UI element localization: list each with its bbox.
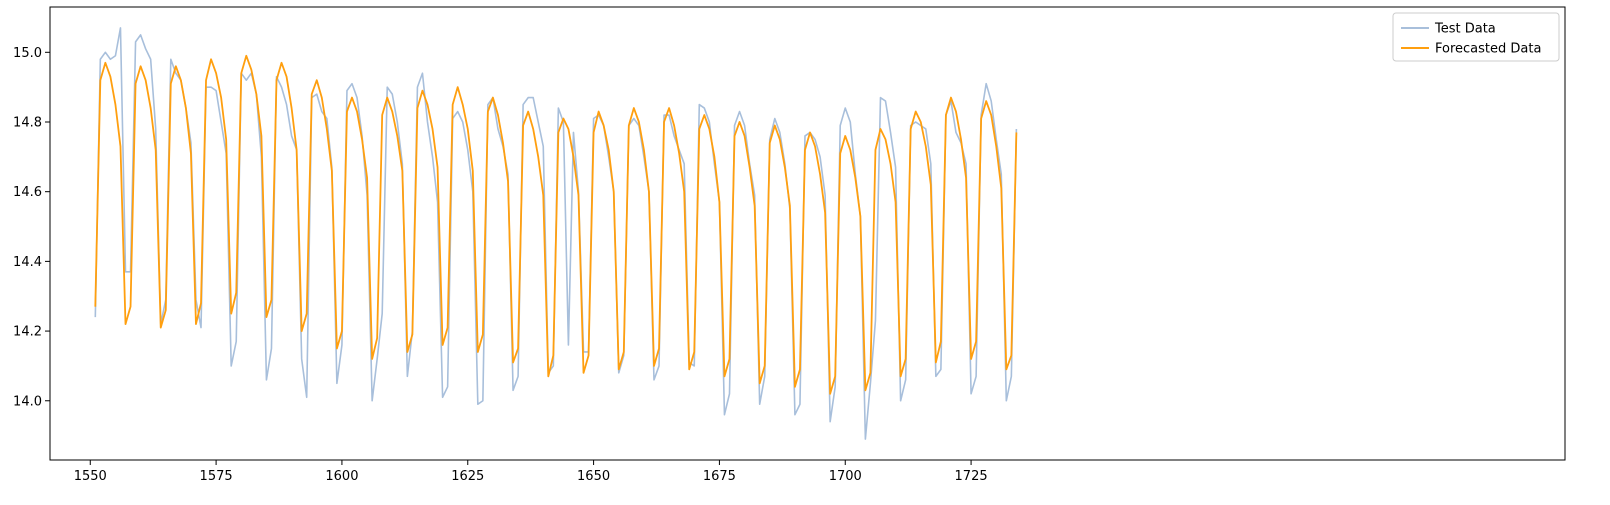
plot-frame	[49, 6, 1566, 461]
series-layer	[94, 27, 1018, 440]
x-tick-label: 1600	[325, 469, 358, 484]
series-line-forecasted-data	[94, 54, 1018, 395]
legend-label-forecasted-data: Forecasted Data	[1435, 42, 1541, 57]
x-tick-label: 1675	[703, 469, 736, 484]
x-tick-label: 1575	[200, 469, 233, 484]
x-tick-label: 1625	[451, 469, 484, 484]
x-tick-label: 1650	[577, 469, 610, 484]
y-tick-label: 14.0	[13, 394, 42, 409]
legend-label-test-data: Test Data	[1434, 22, 1496, 37]
x-tick-label: 1550	[74, 469, 107, 484]
y-axis-ticks: 14.0 14.2 14.4 14.6 14.8 15.0	[13, 46, 50, 409]
x-axis-ticks: 1550 1575 1600 1625 1650 1675 1700 1725	[74, 460, 988, 484]
x-tick-label: 1700	[829, 469, 862, 484]
legend-box	[1392, 12, 1560, 62]
x-tick-label: 1725	[955, 469, 988, 484]
y-tick-label: 14.8	[13, 115, 42, 130]
y-tick-label: 14.2	[13, 325, 42, 340]
legend: Test Data Forecasted Data	[1392, 12, 1560, 62]
y-tick-label: 14.6	[13, 185, 42, 200]
y-tick-label: 14.4	[13, 255, 42, 270]
y-tick-label: 15.0	[13, 46, 42, 61]
